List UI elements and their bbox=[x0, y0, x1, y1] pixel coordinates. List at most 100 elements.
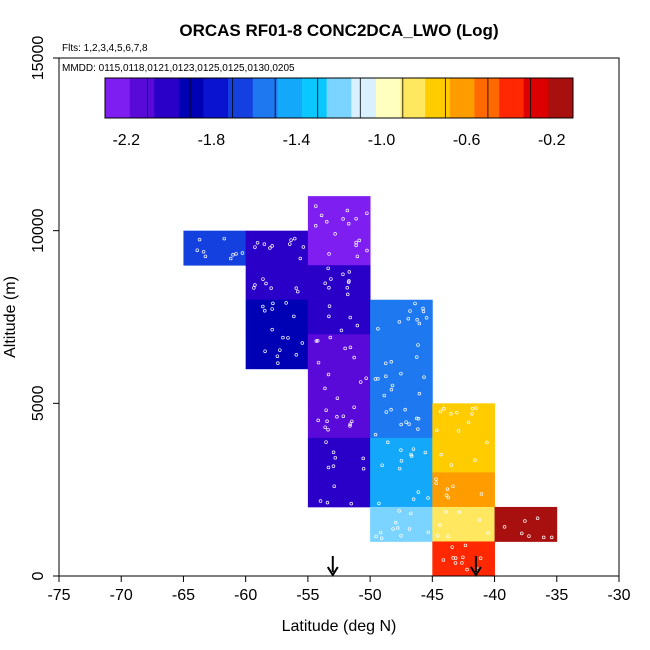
observation-point bbox=[460, 561, 464, 565]
observation-point bbox=[294, 286, 299, 290]
colorbar-swatch bbox=[178, 78, 204, 118]
observation-point bbox=[347, 270, 351, 274]
observation-point bbox=[331, 464, 336, 468]
observation-point bbox=[376, 326, 380, 331]
x-axis: -75 -70 -65 -60 -55 -50 -45 -40 -35 -30 bbox=[47, 576, 631, 604]
observation-point bbox=[417, 321, 422, 326]
observation-point bbox=[275, 354, 280, 358]
observation-point bbox=[439, 452, 443, 457]
observation-point bbox=[415, 318, 419, 322]
observation-point bbox=[466, 420, 471, 425]
observation-point bbox=[407, 422, 411, 426]
observation-point bbox=[413, 301, 417, 306]
observation-point bbox=[263, 308, 267, 313]
x-tick-label: -45 bbox=[421, 587, 444, 604]
observation-point bbox=[478, 556, 483, 561]
observation-point bbox=[465, 567, 469, 572]
x-tick-label: -40 bbox=[483, 587, 506, 604]
observation-point bbox=[324, 440, 328, 444]
observation-point bbox=[327, 304, 332, 308]
colorbar-tick-label: -1.8 bbox=[198, 132, 226, 149]
observation-point bbox=[361, 456, 365, 461]
observation-point bbox=[318, 499, 323, 503]
observation-point bbox=[355, 254, 360, 259]
observation-point bbox=[201, 249, 206, 254]
observation-point bbox=[380, 463, 384, 467]
observation-point bbox=[361, 466, 366, 471]
observation-point bbox=[423, 450, 428, 455]
observation-point bbox=[389, 360, 394, 364]
colorbar-swatch bbox=[351, 78, 377, 118]
observation-point bbox=[343, 346, 347, 351]
observation-point bbox=[444, 509, 448, 514]
observation-point bbox=[409, 454, 414, 458]
observation-point bbox=[441, 558, 446, 562]
observation-point bbox=[335, 396, 340, 400]
x-axis-label: Latitude (deg N) bbox=[282, 618, 397, 635]
observation-point bbox=[436, 533, 440, 538]
y-axis: 0 5000 10000 15000 bbox=[30, 36, 59, 580]
observation-point bbox=[348, 422, 352, 426]
observation-point bbox=[374, 534, 378, 539]
heatmap-cell bbox=[370, 403, 433, 439]
observation-point bbox=[390, 383, 395, 388]
observation-point bbox=[434, 481, 439, 485]
x-tick-label: -65 bbox=[172, 587, 195, 604]
colorbar-tick-label: -1.0 bbox=[368, 132, 396, 149]
observation-point bbox=[383, 361, 388, 365]
heatmap-cell bbox=[432, 472, 495, 508]
observation-point bbox=[379, 536, 384, 541]
heatmap-cell bbox=[370, 437, 433, 473]
colorbar-swatch bbox=[302, 78, 327, 118]
x-tick-label: -60 bbox=[234, 587, 257, 604]
observation-points bbox=[195, 204, 554, 572]
observation-point bbox=[520, 531, 524, 536]
observation-point bbox=[197, 237, 202, 242]
observation-point bbox=[396, 526, 400, 530]
observation-point bbox=[404, 420, 408, 424]
observation-point bbox=[278, 348, 282, 352]
observation-point bbox=[327, 285, 331, 290]
observation-point bbox=[446, 534, 450, 538]
colorbar-swatch bbox=[203, 78, 229, 118]
observation-point bbox=[389, 407, 393, 412]
colorbar-swatch bbox=[499, 78, 525, 118]
observation-point bbox=[252, 286, 256, 290]
observation-point bbox=[326, 465, 331, 470]
observation-point bbox=[240, 251, 245, 255]
observation-point bbox=[195, 248, 200, 252]
observation-point bbox=[409, 511, 413, 516]
observation-point bbox=[411, 497, 416, 501]
observation-point bbox=[463, 543, 468, 548]
observation-point bbox=[298, 256, 303, 261]
heatmap-cell bbox=[245, 299, 309, 335]
x-tick-label: -30 bbox=[607, 587, 630, 604]
observation-point bbox=[399, 448, 403, 452]
observation-point bbox=[294, 353, 299, 357]
observation-point bbox=[377, 501, 381, 506]
observation-point bbox=[286, 336, 290, 340]
observation-point bbox=[276, 361, 280, 365]
observation-point bbox=[270, 327, 274, 332]
observation-point bbox=[341, 217, 345, 221]
heatmap-cell bbox=[307, 472, 371, 508]
colorbar-swatch bbox=[548, 78, 574, 118]
observation-point bbox=[284, 301, 288, 305]
heatmap-cell bbox=[307, 299, 371, 335]
heatmap-cell bbox=[432, 403, 495, 439]
observation-point bbox=[253, 245, 257, 249]
observation-point bbox=[408, 309, 412, 313]
observation-point bbox=[378, 530, 383, 535]
observation-point bbox=[479, 492, 484, 496]
observation-point bbox=[319, 213, 324, 218]
observation-point bbox=[399, 422, 403, 427]
colorbar: -2.2 -1.8 -1.4 -1.0 -0.6 -0.2 bbox=[104, 77, 574, 149]
observation-point bbox=[502, 525, 507, 529]
observation-point bbox=[327, 314, 331, 319]
x-tick-label: -55 bbox=[296, 587, 319, 604]
observation-point bbox=[348, 345, 353, 350]
observation-point bbox=[358, 380, 363, 384]
observation-point bbox=[234, 252, 238, 256]
observation-point bbox=[527, 534, 531, 538]
observation-point bbox=[255, 240, 260, 245]
